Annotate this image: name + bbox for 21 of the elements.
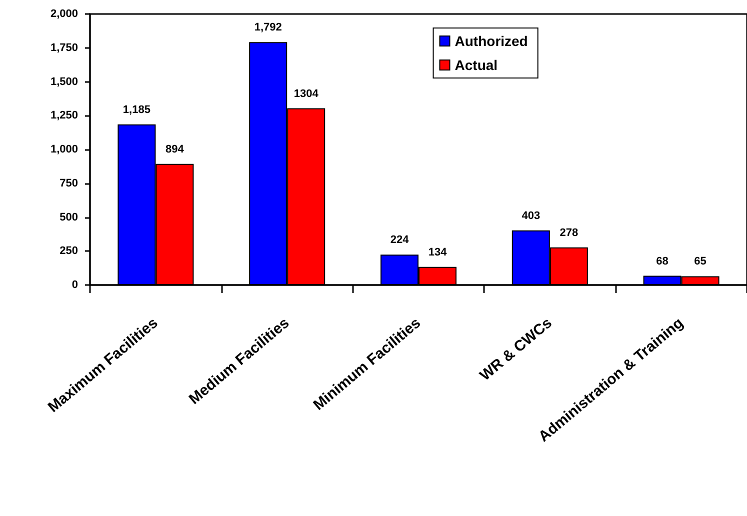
legend-label: Authorized xyxy=(454,33,528,49)
y-tick-label: 500 xyxy=(60,211,78,224)
data-label: 68 xyxy=(656,255,668,268)
data-label: 1,792 xyxy=(254,22,282,34)
y-tick-label: 750 xyxy=(60,177,78,190)
data-label: 65 xyxy=(694,256,706,268)
data-label: 1304 xyxy=(294,88,320,100)
data-label: 224 xyxy=(390,234,410,246)
legend-label: Actual xyxy=(454,57,498,73)
y-tick-label: 0 xyxy=(72,279,78,291)
data-label: 403 xyxy=(522,210,540,222)
data-label: 278 xyxy=(560,226,578,239)
data-label: 1,185 xyxy=(122,104,150,116)
y-tick-label: 2,000 xyxy=(50,8,78,20)
y-tick-label: 250 xyxy=(60,245,78,258)
data-label: 134 xyxy=(428,246,448,258)
y-tick-label: 1,250 xyxy=(50,110,78,122)
y-tick-label: 1,750 xyxy=(50,42,78,54)
y-tick-label: 1,500 xyxy=(50,76,78,88)
y-tick-label: 1,000 xyxy=(50,144,78,156)
data-label: 894 xyxy=(166,143,185,156)
